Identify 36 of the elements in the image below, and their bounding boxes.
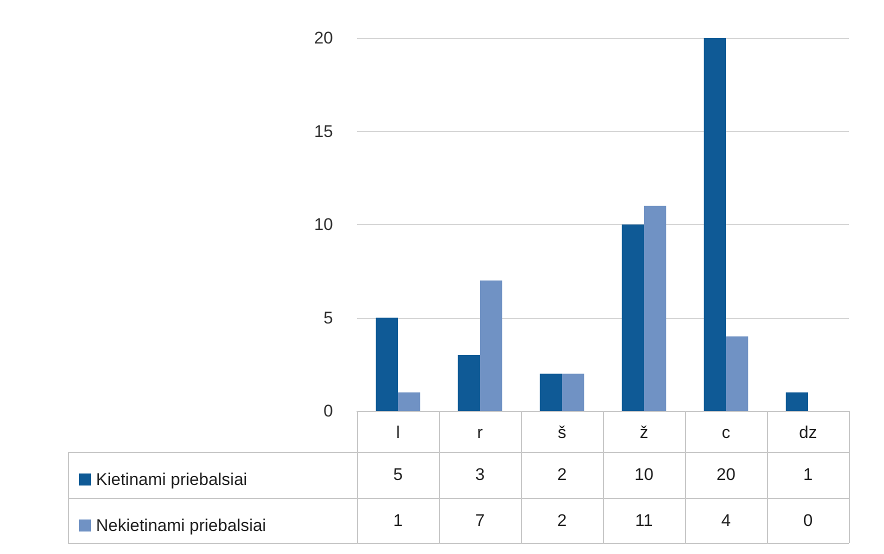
bar bbox=[726, 336, 748, 411]
x-tick-label: š bbox=[558, 423, 566, 442]
bar bbox=[644, 206, 666, 411]
data-label: 1 bbox=[392, 510, 404, 532]
x-tick-label: r bbox=[477, 423, 484, 442]
data-label: 7 bbox=[474, 510, 486, 532]
y-tick-label: 10 bbox=[314, 215, 333, 234]
data-label: 1 bbox=[802, 464, 814, 486]
data-label: 20 bbox=[716, 464, 736, 486]
bar bbox=[458, 355, 480, 411]
legend-label: Kietinami priebalsiai bbox=[96, 470, 248, 489]
x-tick-label: c bbox=[722, 423, 731, 442]
data-label: 2 bbox=[556, 510, 568, 532]
x-tick-label: ž bbox=[640, 423, 648, 442]
bar bbox=[376, 318, 398, 411]
data-label: 10 bbox=[634, 464, 654, 486]
data-label: 3 bbox=[474, 464, 486, 486]
bar bbox=[622, 224, 644, 411]
legend-label: Nekietinami priebalsiai bbox=[96, 516, 266, 535]
bar bbox=[562, 374, 584, 411]
y-tick-label: 5 bbox=[324, 308, 333, 328]
data-label: 0 bbox=[802, 510, 814, 532]
data-label: 11 bbox=[634, 510, 654, 532]
bar bbox=[786, 392, 808, 411]
data-label: 5 bbox=[392, 464, 404, 486]
x-tick-label: l bbox=[396, 423, 400, 442]
bar bbox=[540, 374, 562, 411]
bar bbox=[398, 392, 420, 411]
x-tick-label: dz bbox=[799, 423, 817, 442]
bar bbox=[704, 38, 726, 411]
data-label: 2 bbox=[556, 464, 568, 486]
bar bbox=[480, 280, 502, 411]
y-tick-label: 20 bbox=[314, 28, 333, 48]
data-label: 4 bbox=[720, 510, 732, 532]
y-tick-label: 15 bbox=[314, 122, 333, 141]
y-tick-label: 0 bbox=[324, 402, 333, 420]
